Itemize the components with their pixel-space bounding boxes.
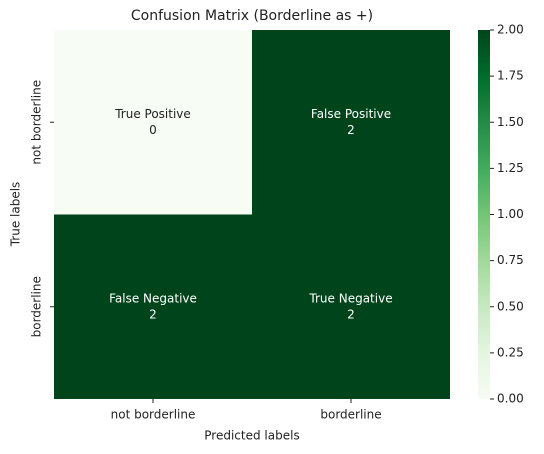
x-tick-label: borderline [320,408,381,422]
heatmap-cell [54,214,252,399]
cell-value: 2 [347,307,355,321]
cell-label: True Negative [308,291,392,305]
cell-label: True Positive [114,107,191,121]
cell-label: False Positive [311,107,391,121]
y-tick-label: borderline [30,276,44,337]
colorbar-tick-label: 0.00 [497,392,524,406]
heatmap-cell [252,214,450,399]
cell-label: False Negative [109,291,197,305]
cell-value: 2 [347,123,355,137]
colorbar-tick-label: 1.75 [497,69,524,83]
y-axis-label: True labels [9,182,23,248]
chart-title: Confusion Matrix (Borderline as +) [131,8,373,24]
colorbar-tick-label: 0.50 [497,299,524,313]
colorbar-tick-label: 0.75 [497,253,524,267]
x-axis-label: Predicted labels [204,429,299,443]
colorbar-tick-label: 1.25 [497,161,524,175]
x-tick-label: not borderline [111,408,196,422]
colorbar-tick-label: 1.00 [497,207,524,221]
colorbar-tick-label: 2.00 [497,23,524,37]
y-tick-label: not borderline [30,80,44,165]
colorbar-tick-label: 0.25 [497,345,524,359]
cell-value: 2 [149,307,157,321]
colorbar [478,30,490,399]
cell-value: 0 [149,123,157,137]
colorbar-tick-label: 1.50 [497,115,524,129]
heatmap-cell [252,30,450,215]
heatmap-cell [54,30,252,215]
